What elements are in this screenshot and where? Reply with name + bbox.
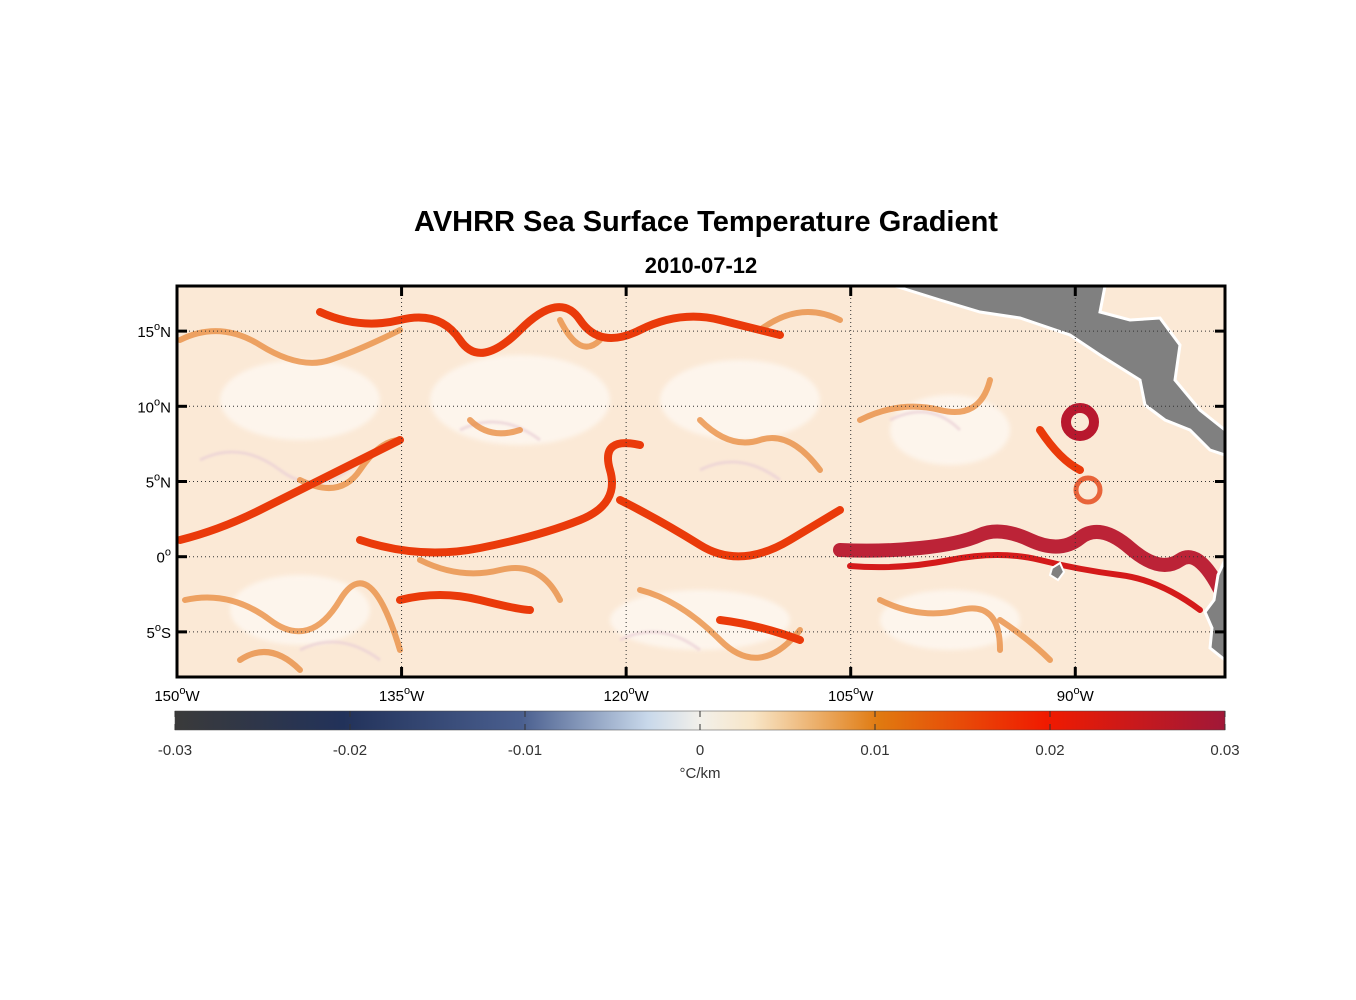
land-south-america [1203, 559, 1225, 662]
axis-ticks: 150oW 135oW 120oW 105oW 90oW 15oN 10oN 5oN 0o 5oS [137, 286, 1225, 705]
faint-negative-streaks [199, 410, 962, 662]
lon-tick-label: 105oW [828, 685, 874, 705]
eddy-ring [1061, 403, 1099, 441]
lon-tick-label: 150oW [154, 685, 200, 705]
colorbar-unit-label: °C/km [680, 765, 721, 782]
colorbar-tick-label: 0.02 [1035, 742, 1064, 759]
land-galapagos [1048, 561, 1066, 582]
colorbar-tick-label: -0.02 [333, 742, 367, 759]
colorbar-tick-label: 0 [696, 742, 704, 759]
land-central-america [894, 286, 1225, 457]
lat-tick-label: 0o [157, 547, 171, 567]
eddy-ring-small [1073, 475, 1103, 505]
lat-tick-label: 10oN [137, 396, 171, 416]
equatorial-front-edge [847, 552, 1203, 613]
colorbar-tick-label: 0.03 [1210, 742, 1239, 759]
colorbar-tick-label: 0.01 [860, 742, 889, 759]
lon-tick-label: 135oW [379, 685, 425, 705]
lon-tick-label: 120oW [603, 685, 649, 705]
colorbar-tick-label: -0.01 [508, 742, 542, 759]
chart-title: AVHRR Sea Surface Temperature Gradient [414, 206, 998, 238]
lat-tick-label: 5oS [147, 622, 171, 642]
chart-subtitle: 2010-07-12 [644, 253, 758, 278]
lon-tick-label: 90oW [1057, 685, 1095, 705]
lat-tick-label: 15oN [137, 321, 171, 341]
colorbar-ticks: -0.03 -0.02 -0.01 0 0.01 0.02 0.03 [158, 711, 1240, 759]
graticule [176, 286, 1225, 677]
lat-tick-label: 5oN [146, 472, 171, 492]
gradient-field [177, 286, 1225, 677]
colorbar: -0.03 -0.02 -0.01 0 0.01 0.02 0.03 °C/km [158, 710, 1240, 782]
colorbar-tick-label: -0.03 [158, 742, 192, 759]
strong-fronts [177, 303, 1084, 644]
equatorial-front [833, 524, 1225, 607]
